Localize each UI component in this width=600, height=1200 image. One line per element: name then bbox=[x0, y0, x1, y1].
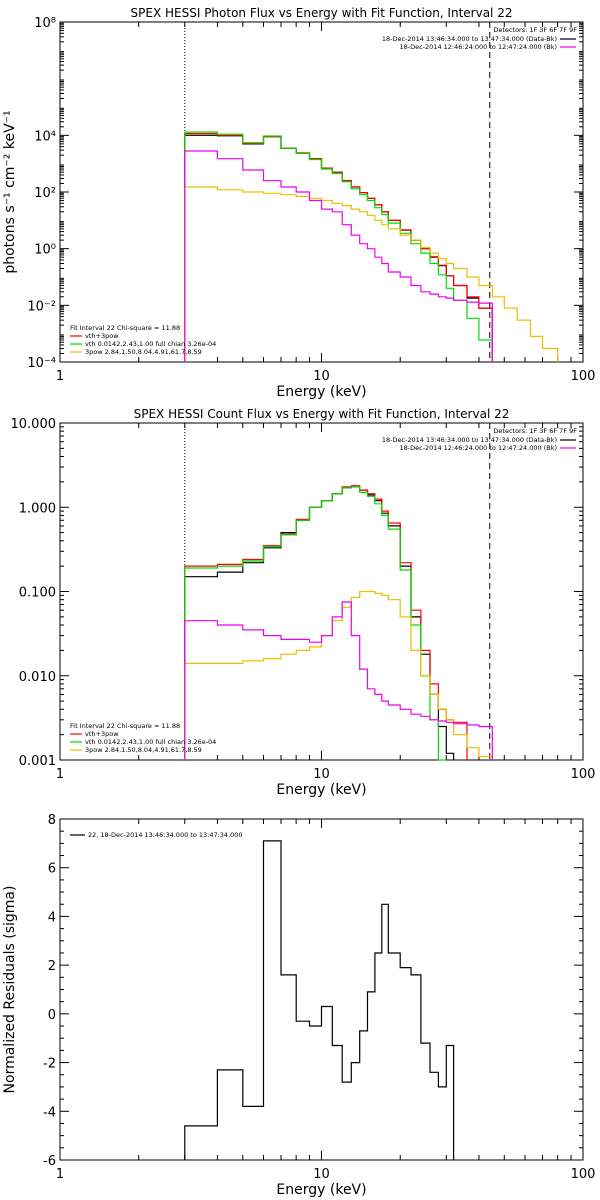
chart-panel-2: SPEX HESSI Count Flux vs Energy with Fit… bbox=[11, 407, 596, 798]
chart-panel-1: SPEX HESSI Photon Flux vs Energy with Fi… bbox=[2, 6, 595, 400]
x-tick-label: 100 bbox=[571, 369, 596, 384]
y-tick-label: 10⁻² bbox=[27, 299, 56, 314]
y-axis-label: Normalized Residuals (sigma) bbox=[2, 886, 18, 1094]
chart-title: SPEX HESSI Photon Flux vs Energy with Fi… bbox=[131, 6, 513, 20]
y-tick-label: 4 bbox=[48, 910, 56, 925]
y-tick-label: 2 bbox=[48, 959, 56, 974]
legend-left: Fit Interval 22 Chi-square = 11.88vth+3p… bbox=[70, 722, 216, 754]
x-tick-label: 100 bbox=[571, 1167, 596, 1182]
series-line-vth bbox=[184, 486, 447, 761]
x-tick-label: 1 bbox=[56, 1167, 64, 1182]
x-tick-label: 1 bbox=[56, 767, 64, 782]
legend-residuals: 22, 18-Dec-2014 13:46:34.000 to 13:47:34… bbox=[70, 831, 243, 839]
x-axis-label: Energy (keV) bbox=[276, 1182, 366, 1198]
x-tick-label: 10 bbox=[313, 369, 330, 384]
legend-left: Fit Interval 22 Chi-square = 11.88vth+3p… bbox=[70, 324, 216, 356]
series-line-vth bbox=[184, 131, 493, 362]
x-axis-label: Energy (keV) bbox=[276, 384, 366, 400]
x-tick-label: 100 bbox=[571, 767, 596, 782]
y-tick-label: -4 bbox=[43, 1105, 56, 1120]
legend-entry: 18-Dec-2014 13:46:34.000 to 13:47:34.000… bbox=[382, 35, 557, 43]
legend-header: Detectors: 1F 3F 6F 7F 9F bbox=[493, 427, 577, 435]
legend-header: Fit Interval 22 Chi-square = 11.88 bbox=[70, 722, 180, 730]
series-line-3pow bbox=[184, 186, 559, 362]
y-tick-label: 10.000 bbox=[11, 417, 57, 432]
legend-entry: 18-Dec-2014 12:46:24.000 to 12:47:24.000… bbox=[400, 43, 558, 51]
y-tick-label: 10⁴ bbox=[34, 129, 56, 144]
series-line-22-18-dec-2014-13-46-34-000-to-13-47-34-000 bbox=[184, 840, 455, 1160]
plot-frame bbox=[59, 818, 584, 1161]
series-line-background bbox=[184, 601, 493, 760]
series-line-vth-3pow bbox=[184, 133, 493, 362]
y-tick-label: 10² bbox=[34, 186, 56, 201]
y-tick-label: 1.000 bbox=[19, 501, 56, 516]
legend-entry: 18-Dec-2014 13:46:34.000 to 13:47:34.000… bbox=[382, 436, 557, 444]
series-line-3pow bbox=[184, 590, 493, 760]
y-tick-label: 0 bbox=[48, 1008, 56, 1023]
legend-entry: 3pow 2.84,1.50,8.04,4.91,61.7,8.59 bbox=[85, 746, 202, 754]
legend-entry: vth 0.0142,2.43,1.00 full chian 3.26e-04 bbox=[85, 738, 216, 746]
y-tick-label: 6 bbox=[48, 862, 56, 877]
chart-panel-3: 1 10 100 -6 -4 -2 0 2 4 6 8 Energy (keV) Normalized … bbox=[2, 813, 595, 1198]
legend-entry: 18-Dec-2014 12:46:24.000 to 12:47:24.000… bbox=[400, 444, 558, 452]
x-axis-label: Energy (keV) bbox=[276, 782, 366, 798]
legend-entry: 22, 18-Dec-2014 13:46:34.000 to 13:47:34… bbox=[88, 831, 243, 839]
y-tick-label: 0.001 bbox=[19, 754, 56, 769]
legend-entry: vth 0.0142,2.43,1.00 full chian 3.26e-04 bbox=[85, 340, 216, 348]
legend-header: Detectors: 1F 3F 6F 7F 9F bbox=[493, 26, 577, 34]
legend-header: Fit Interval 22 Chi-square = 11.88 bbox=[70, 324, 180, 332]
y-tick-label: 10⁰ bbox=[34, 243, 56, 258]
series-line-data bbox=[184, 134, 493, 362]
x-tick-label: 1 bbox=[56, 369, 64, 384]
y-tick-label: 10⁸ bbox=[34, 16, 56, 31]
x-tick-label: 10 bbox=[313, 767, 330, 782]
y-tick-label: 10⁻⁴ bbox=[27, 356, 56, 371]
plot-frame bbox=[59, 21, 584, 363]
legend-entry: 3pow 2.84,1.50,8.04,4.91,61.7,8.59 bbox=[85, 348, 202, 356]
series-line-background bbox=[184, 150, 493, 362]
series-line-vth-3pow bbox=[184, 485, 468, 760]
y-axis-label: photons s⁻¹ cm⁻² keV⁻¹ bbox=[2, 110, 18, 273]
chart-title: SPEX HESSI Count Flux vs Energy with Fit… bbox=[134, 407, 510, 421]
y-tick-label: -2 bbox=[43, 1057, 56, 1072]
y-tick-label: 0.100 bbox=[19, 586, 56, 601]
series-line-data bbox=[184, 486, 455, 760]
legend-entry: vth+3pow bbox=[85, 332, 119, 340]
plot-frame bbox=[59, 422, 584, 761]
y-tick-label: -6 bbox=[43, 1154, 56, 1169]
legend-entry: vth+3pow bbox=[85, 730, 119, 738]
x-tick-label: 10 bbox=[313, 1167, 330, 1182]
y-tick-label: 0.010 bbox=[19, 670, 56, 685]
y-tick-label: 8 bbox=[48, 813, 56, 828]
